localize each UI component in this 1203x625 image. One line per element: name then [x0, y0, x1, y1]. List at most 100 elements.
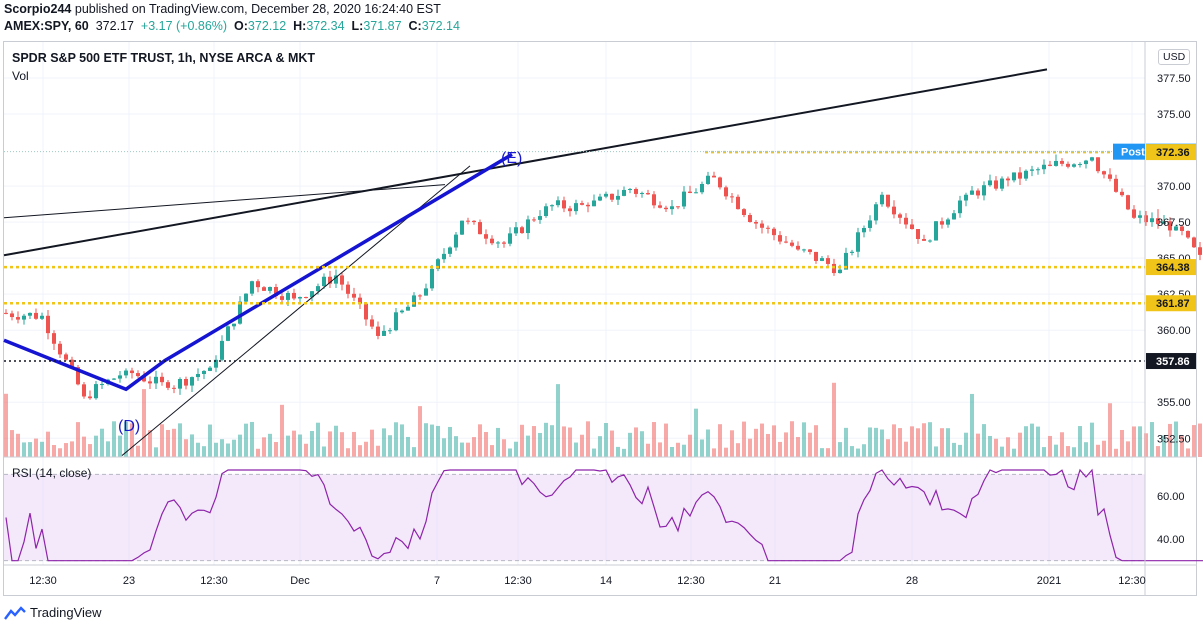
volume-bar-15: [94, 435, 98, 457]
candle-body-184: [1108, 174, 1112, 179]
candle-body-78: [472, 220, 476, 223]
volume-bar-94: [568, 427, 572, 457]
volume-bar-140: [844, 427, 848, 457]
candle-body-22: [136, 373, 140, 377]
footer-brand[interactable]: TradingView: [4, 605, 102, 620]
volume-bar-138: [832, 382, 836, 457]
volume-bar-77: [466, 442, 470, 457]
candle-body-118: [712, 175, 716, 178]
candle-body-19: [118, 375, 122, 379]
volume-bar-8: [52, 445, 56, 457]
candle-body-189: [1138, 215, 1142, 218]
volume-bar-133: [802, 422, 806, 457]
volume-bar-63: [382, 428, 386, 457]
candle-body-163: [982, 185, 986, 196]
volume-bar-36: [220, 439, 224, 457]
volume-bar-80: [484, 431, 488, 457]
volume-bar-193: [1162, 435, 1166, 457]
volume-bar-1: [10, 430, 14, 457]
volume-bar-136: [820, 448, 824, 457]
volume-bar-166: [1000, 446, 1004, 457]
volume-bar-178: [1072, 447, 1076, 457]
volume-bar-60: [364, 441, 368, 457]
candle-body-90: [544, 206, 548, 217]
candle-body-12: [76, 367, 80, 385]
candle-body-48: [292, 292, 296, 299]
volume-bar-149: [898, 428, 902, 457]
candle-body-89: [538, 216, 542, 220]
volume-bar-137: [826, 448, 830, 457]
volume-bar-130: [784, 432, 788, 457]
price-tag-value-3: 361.87: [1156, 298, 1190, 310]
candle-body-95: [574, 203, 578, 212]
volume-bar-65: [394, 422, 398, 457]
candle-body-133: [802, 249, 806, 251]
currency-button[interactable]: USD: [1158, 49, 1191, 65]
candle-body-52: [316, 286, 320, 292]
volume-bar-191: [1150, 422, 1154, 457]
candle-body-18: [112, 378, 116, 380]
last-price: 372.17: [95, 19, 134, 33]
candle-body-115: [694, 192, 698, 194]
volume-bar-114: [688, 434, 692, 457]
rsi-tick-label-0: 60.00: [1157, 491, 1185, 503]
volume-bar-122: [736, 443, 740, 457]
candle-body-179: [1078, 164, 1082, 166]
x-tick-label-0: 12:30: [29, 575, 57, 587]
price-tag-box-1: [1146, 144, 1196, 161]
candle-body-110: [664, 207, 668, 210]
candle-body-79: [478, 222, 482, 235]
candle-body-44: [268, 287, 272, 291]
candle-body-60: [364, 303, 368, 320]
volume-label: Vol: [12, 69, 29, 83]
candle-body-24: [148, 381, 152, 384]
volume-bar-192: [1156, 446, 1160, 457]
candle-body-31: [190, 377, 194, 386]
candle-body-176: [1060, 160, 1064, 164]
volume-bar-172: [1036, 426, 1040, 457]
symbol: AMEX:SPY, 60: [4, 19, 89, 33]
high-value: 372.34: [306, 19, 345, 33]
volume-bar-89: [538, 432, 542, 457]
candle-body-172: [1036, 169, 1040, 171]
candle-body-15: [94, 384, 98, 399]
candle-body-63: [382, 330, 386, 336]
candle-body-29: [178, 378, 182, 389]
candle-body-16: [100, 384, 104, 386]
volume-bar-7: [46, 431, 50, 457]
volume-bar-37: [226, 443, 230, 457]
x-tick-label-3: Dec: [290, 575, 310, 587]
candle-body-61: [370, 319, 374, 327]
price-tag-label: Post: [1121, 147, 1145, 159]
volume-bar-119: [718, 424, 722, 457]
volume-bar-82: [496, 427, 500, 457]
volume-bar-170: [1024, 426, 1028, 457]
candle-body-109: [658, 205, 662, 208]
candle-body-194: [1168, 221, 1172, 231]
x-tick-label-7: 12:30: [677, 575, 705, 587]
volume-bar-176: [1060, 432, 1064, 457]
volume-bar-22: [136, 445, 140, 457]
candle-body-174: [1048, 164, 1052, 166]
volume-bar-175: [1054, 444, 1058, 457]
volume-bar-171: [1030, 423, 1034, 457]
volume-bar-155: [934, 446, 938, 457]
candle-body-164: [988, 180, 992, 186]
candle-body-84: [508, 233, 512, 244]
volume-bar-50: [304, 443, 308, 457]
volume-bar-16: [100, 428, 104, 457]
volume-bar-98: [592, 448, 596, 457]
volume-bar-115: [694, 408, 698, 457]
candle-body-4: [28, 312, 32, 316]
candle-body-137: [826, 258, 830, 264]
candle-body-53: [322, 276, 326, 287]
candle-body-3: [22, 315, 26, 320]
candle-body-142: [856, 232, 860, 252]
candle-body-144: [868, 220, 872, 228]
volume-bar-41: [250, 421, 254, 457]
price-tag-box-4: [1146, 353, 1196, 370]
volume-bar-48: [292, 430, 296, 457]
candle-body-20: [124, 370, 128, 376]
candle-body-94: [568, 208, 572, 212]
